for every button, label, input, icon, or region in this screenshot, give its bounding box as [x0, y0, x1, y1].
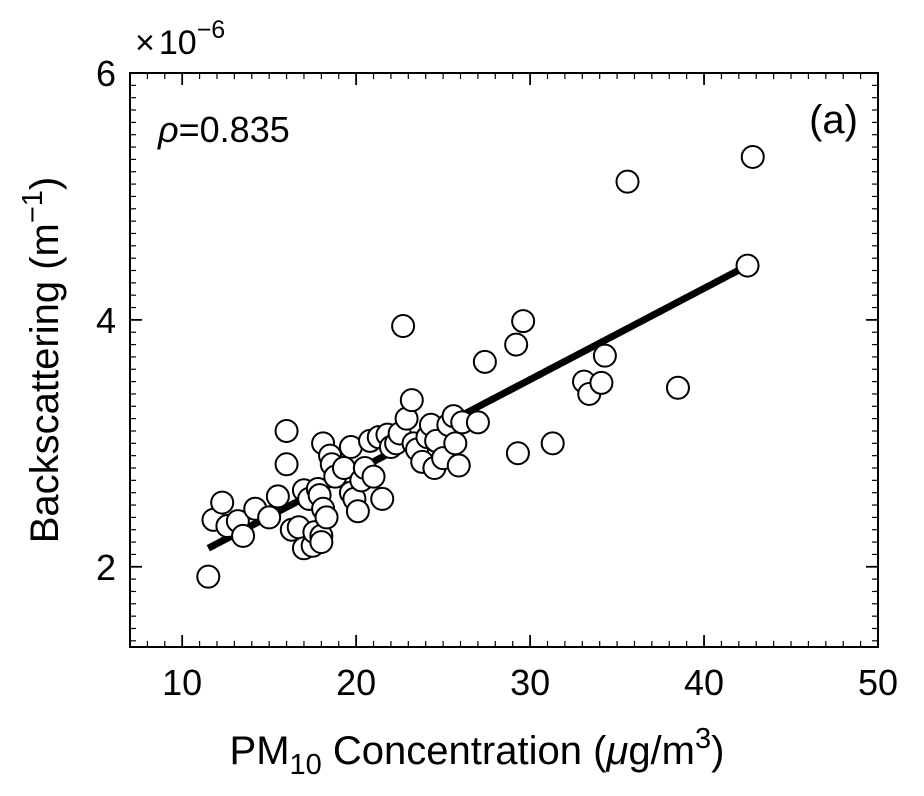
y-multiplier-times: × [135, 24, 155, 62]
data-point [210, 490, 235, 515]
x-tick-label: 10 [162, 662, 202, 703]
y-tick-label: 2 [96, 547, 116, 588]
data-point [446, 453, 471, 478]
x-label-prefix: PM [230, 729, 290, 773]
y-tick-label: 6 [96, 53, 116, 94]
data-point [443, 431, 468, 456]
data-point [665, 375, 690, 400]
data-point [740, 144, 765, 169]
y-multiplier: × 10−6 [135, 16, 225, 62]
x-label-mu: μ [605, 729, 628, 773]
y-label-suffix: ) [23, 177, 67, 190]
major-ticks [130, 72, 879, 647]
correlation-value: =0.835 [179, 109, 290, 150]
data-point [274, 452, 299, 477]
data-point [465, 410, 490, 435]
x-label-middle: Concentration ( [322, 729, 607, 773]
regression-line [206, 262, 750, 552]
data-point [265, 484, 290, 509]
x-tick-label: 20 [336, 662, 376, 703]
panel-label: (a) [809, 98, 858, 142]
x-axis-label: PM10 Concentration (μg/m3) [230, 723, 725, 781]
correlation-annotation: ρ=0.835 [157, 109, 290, 150]
y-multiplier-exponent: −6 [197, 16, 226, 44]
x-label-unit: g/m [628, 729, 695, 773]
data-point [257, 505, 282, 530]
data-point [540, 431, 565, 456]
minor-ticks [129, 72, 879, 647]
y-label-superscript: −1 [17, 190, 49, 223]
data-point [309, 530, 334, 555]
plot-frame [129, 72, 879, 648]
x-tick-label: 40 [684, 662, 724, 703]
data-point [391, 314, 416, 339]
x-label-superscript: 3 [695, 723, 711, 755]
data-point [399, 388, 424, 413]
data-point [314, 505, 339, 530]
x-tick-label: 50 [858, 662, 898, 703]
data-point [196, 564, 221, 589]
data-point [504, 332, 529, 357]
data-point [615, 169, 640, 194]
tick-labels: 10 20 30 40 50 2 4 6 [96, 53, 898, 703]
data-point [231, 523, 256, 548]
x-label-suffix: ) [711, 729, 724, 773]
data-point [505, 441, 530, 466]
data-point [274, 418, 299, 443]
data-point [361, 464, 386, 489]
data-point [345, 499, 370, 524]
data-point [511, 309, 536, 334]
data-point [370, 486, 395, 511]
x-tick-label: 30 [510, 662, 550, 703]
x-label-subscript: 10 [290, 749, 322, 781]
y-multiplier-base: 10 [159, 24, 197, 62]
data-point [472, 349, 497, 374]
data-point [589, 370, 614, 395]
y-axis-label: Backscattering (m−1) [17, 177, 67, 544]
data-point [592, 343, 617, 368]
rho-symbol: ρ [157, 109, 179, 150]
y-label-main: Backscattering (m [23, 223, 67, 543]
y-tick-label: 4 [96, 300, 116, 341]
data-points [196, 144, 765, 589]
data-point [735, 253, 760, 278]
